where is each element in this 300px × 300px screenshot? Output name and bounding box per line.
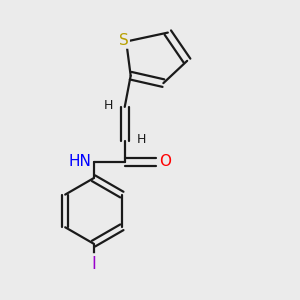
Text: H: H xyxy=(136,133,146,146)
Text: H: H xyxy=(104,99,113,112)
Text: I: I xyxy=(91,254,96,272)
Text: HN: HN xyxy=(68,154,91,169)
Text: S: S xyxy=(119,32,129,47)
Text: O: O xyxy=(159,154,171,169)
